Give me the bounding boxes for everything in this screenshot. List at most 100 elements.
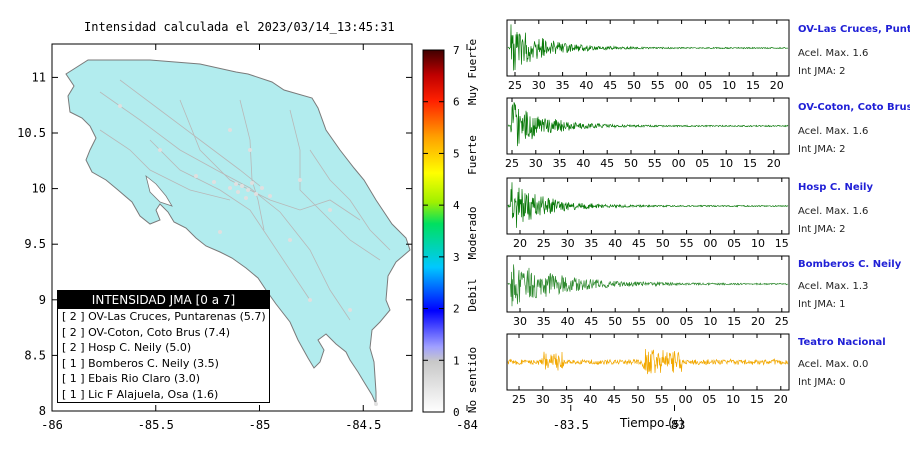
station-accel: Acel. Max. 0.0 bbox=[798, 359, 869, 370]
waveform-tick-label: 15 bbox=[743, 157, 757, 170]
costa-rica-landmass bbox=[65, 59, 411, 405]
waveform-tick-label: 10 bbox=[751, 237, 765, 250]
colorbar-category-label: Moderado bbox=[466, 207, 479, 260]
map-x-tick-label: -85 bbox=[249, 418, 271, 432]
waveform-tick-label: 25 bbox=[537, 237, 551, 250]
map-x-tick-label: -86 bbox=[41, 418, 63, 432]
station-dots bbox=[118, 104, 378, 406]
waveform-tick-label: 45 bbox=[607, 393, 621, 406]
waveform-panel: 25 30 35 40 45 50 55 00 05 10 15 20 bbox=[506, 333, 790, 406]
waveform-tick-label: 15 bbox=[775, 237, 789, 250]
map-y-tick-label: 11 bbox=[32, 70, 46, 84]
waveform-tick-label: 40 bbox=[579, 79, 593, 92]
waveform-tick-label: 05 bbox=[680, 315, 694, 328]
station-int: Int JMA: 0 bbox=[798, 377, 846, 388]
waveform-tick-label: 00 bbox=[703, 237, 717, 250]
waveform-tick-label: 55 bbox=[655, 393, 669, 406]
waveform-tick-label: 55 bbox=[680, 237, 694, 250]
waveform-tick-label: 35 bbox=[560, 393, 574, 406]
waveform-tick-label: 15 bbox=[750, 393, 764, 406]
waveform-tick-label: 25 bbox=[508, 79, 522, 92]
station-int: Int JMA: 1 bbox=[798, 299, 846, 310]
waveform-tick-label: 25 bbox=[505, 157, 519, 170]
waveform-tick-label: 00 bbox=[679, 393, 693, 406]
colorbar-tick-label: 0 bbox=[453, 406, 460, 419]
waveform-tick-label: 10 bbox=[703, 315, 717, 328]
waveform-tick-label: 40 bbox=[608, 237, 622, 250]
map-x-tick-label: -84 bbox=[456, 418, 478, 432]
map-x-tick-label: -83 bbox=[664, 418, 686, 432]
waveform-tick-label: 25 bbox=[512, 393, 526, 406]
colorbar-tick-label: 5 bbox=[453, 147, 460, 160]
waveform-panel: 25 30 35 40 45 50 55 00 05 10 15 20 bbox=[506, 19, 790, 92]
waveform-tick-label: 10 bbox=[726, 393, 740, 406]
waveform-tick-label: 00 bbox=[656, 315, 670, 328]
colorbar-tick-label: 4 bbox=[453, 199, 460, 212]
map-x-tick-label: -84.5 bbox=[345, 418, 381, 432]
map-x-tick-label: -85.5 bbox=[138, 418, 174, 432]
waveform-tick-label: 00 bbox=[672, 157, 686, 170]
waveform-tick-label: 20 bbox=[513, 237, 527, 250]
waveform-tick-label: 15 bbox=[727, 315, 741, 328]
waveform-tick-label: 50 bbox=[656, 237, 670, 250]
waveform-tick-label: 55 bbox=[648, 157, 662, 170]
legend-row: [ 2 ] OV-Las Cruces, Puntarenas (5.7) bbox=[62, 310, 266, 323]
legend-row: [ 2 ] OV-Coton, Coto Brus (7.4) bbox=[62, 325, 231, 339]
station-int: Int JMA: 2 bbox=[798, 224, 846, 235]
waveform-tick-label: 05 bbox=[702, 393, 716, 406]
waveform-tick-label: 45 bbox=[603, 79, 617, 92]
waveform-trace bbox=[507, 182, 789, 228]
waveform-tick-label: 05 bbox=[695, 157, 709, 170]
waveform-tick-label: 20 bbox=[774, 393, 788, 406]
waveform-tick-label: 55 bbox=[632, 315, 646, 328]
station-accel: Acel. Max. 1.6 bbox=[798, 48, 869, 59]
waveform-tick-label: 10 bbox=[719, 157, 733, 170]
waveform-tick-label: 00 bbox=[675, 79, 689, 92]
waveform-trace bbox=[507, 102, 789, 147]
waveform-tick-label: 35 bbox=[553, 157, 567, 170]
map-y-tick-label: 9.5 bbox=[24, 237, 46, 251]
waveform-tick-label: 05 bbox=[698, 79, 712, 92]
station-name: Teatro Nacional bbox=[798, 337, 886, 348]
waveform-tick-label: 30 bbox=[529, 157, 543, 170]
waveform-tick-label: 50 bbox=[627, 79, 641, 92]
colorbar-tick-label: 3 bbox=[453, 251, 460, 264]
colorbar-tick-label: 7 bbox=[453, 44, 460, 57]
waveform-tick-label: 20 bbox=[770, 79, 784, 92]
waveform-tick-label: 35 bbox=[556, 79, 570, 92]
nicoya-gulf bbox=[145, 174, 173, 207]
waveform-tick-label: 15 bbox=[746, 79, 760, 92]
map-title: Intensidad calculada el 2023/03/14_13:45… bbox=[84, 20, 395, 34]
legend-row: [ 1 ] Ebais Rio Claro (3.0) bbox=[62, 372, 201, 385]
colorbar-category-label: No sentido bbox=[466, 347, 479, 413]
intensity-marker bbox=[626, 326, 632, 332]
colorbar-tick-label: 1 bbox=[453, 354, 460, 367]
intensity-legend: INTENSIDAD JMA [0 a 7] [ 2 ] OV-Las Cruc… bbox=[57, 290, 270, 403]
station-int: Int JMA: 2 bbox=[798, 66, 846, 77]
legend-row: [ 2 ] Hosp C. Neily (5.0) bbox=[62, 341, 192, 354]
waveform-tick-label: 50 bbox=[631, 393, 645, 406]
waveform-tick-label: 30 bbox=[561, 237, 575, 250]
waveform-tick-label: 05 bbox=[727, 237, 741, 250]
waveform-tick-label: 40 bbox=[583, 393, 597, 406]
waveform-panel: 30 35 40 45 50 55 00 05 10 15 20 25 bbox=[506, 255, 790, 328]
station-accel: Acel. Max. 1.6 bbox=[798, 206, 869, 217]
station-name: OV-Coton, Coto Brus bbox=[798, 102, 910, 113]
map-y-tick-label: 10 bbox=[32, 182, 46, 196]
colorbar-category-label: Fuerte bbox=[466, 135, 479, 175]
waveform-tick-label: 30 bbox=[513, 315, 527, 328]
map-y-tick-label: 9 bbox=[39, 293, 46, 307]
waveform-tick-label: 50 bbox=[608, 315, 622, 328]
waveform-tick-label: 35 bbox=[584, 237, 598, 250]
colorbar-tick-label: 2 bbox=[453, 303, 460, 316]
waveform-panel: 25 30 35 40 45 50 55 00 05 10 15 20 bbox=[505, 97, 790, 170]
waveform-tick-label: 20 bbox=[767, 157, 781, 170]
map-y-tick-label: 8 bbox=[39, 404, 46, 418]
waveform-trace bbox=[507, 24, 789, 71]
waveform-tick-label: 45 bbox=[632, 237, 646, 250]
map-y-tick-label: 8.5 bbox=[24, 348, 46, 362]
station-int: Int JMA: 2 bbox=[798, 144, 846, 155]
legend-row: [ 1 ] Lic F Alajuela, Osa (1.6) bbox=[62, 387, 219, 401]
waveform-tick-label: 25 bbox=[775, 315, 789, 328]
